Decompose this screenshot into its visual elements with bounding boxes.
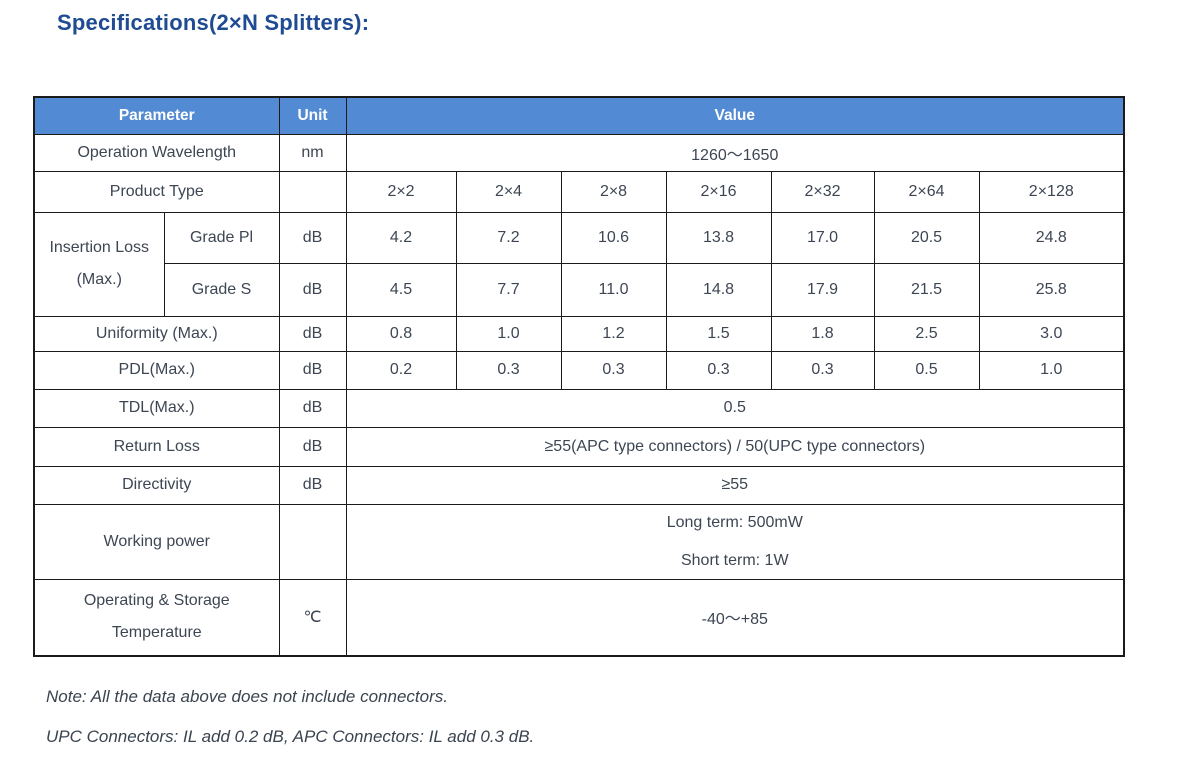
label-insertion-loss-line2: (Max.) bbox=[76, 271, 122, 288]
pdl-cell: 1.0 bbox=[978, 350, 1125, 390]
value-tdl: 0.5 bbox=[345, 388, 1125, 428]
pdl-cell: 0.3 bbox=[455, 350, 562, 390]
product-type-cell: 2×16 bbox=[665, 170, 772, 213]
row-product-type: Product Type 2×2 2×4 2×8 2×16 2×32 2×64 … bbox=[33, 170, 1125, 213]
unit-grade-pl: dB bbox=[278, 211, 347, 264]
grade-pl-cell: 4.2 bbox=[345, 211, 457, 264]
uniformity-cell: 1.8 bbox=[770, 315, 875, 352]
row-operation-wavelength: Operation Wavelength nm 1260～1650 bbox=[33, 133, 1125, 172]
unit-working-power bbox=[278, 503, 347, 580]
pdl-cell: 0.5 bbox=[873, 350, 980, 390]
grade-pl-cell: 10.6 bbox=[560, 211, 667, 264]
value-return-loss: ≥55(APC type connectors) / 50(UPC type c… bbox=[345, 426, 1125, 467]
label-return-loss: Return Loss bbox=[33, 426, 280, 467]
page-title: Specifications(2×N Splitters): bbox=[57, 10, 370, 35]
unit-product-type bbox=[278, 170, 347, 213]
unit-tdl: dB bbox=[278, 388, 347, 428]
row-uniformity: Uniformity (Max.) dB 0.8 1.0 1.2 1.5 1.8… bbox=[33, 315, 1125, 352]
grade-pl-cell: 20.5 bbox=[873, 211, 980, 264]
working-power-short-term: Short term: 1W bbox=[680, 551, 789, 569]
label-product-type: Product Type bbox=[33, 170, 280, 213]
grade-s-cell: 21.5 bbox=[873, 262, 980, 317]
label-uniformity: Uniformity (Max.) bbox=[33, 315, 280, 352]
label-temperature-line1: Operating & Storage bbox=[83, 592, 230, 610]
row-insertion-loss-grade-pl: Insertion Loss (Max.) Grade Pl dB 4.2 7.… bbox=[33, 211, 1125, 317]
label-pdl: PDL(Max.) bbox=[33, 350, 280, 390]
header-value: Value bbox=[345, 96, 1125, 135]
grade-s-cell: 17.9 bbox=[770, 262, 875, 317]
unit-return-loss: dB bbox=[278, 426, 347, 467]
label-grade-s: Grade S bbox=[163, 262, 280, 317]
grade-s-cell: 11.0 bbox=[560, 262, 667, 317]
label-insertion-loss: Insertion Loss (Max.) bbox=[33, 211, 165, 317]
value-temperature: -40～+85 bbox=[345, 578, 1125, 657]
uniformity-cell: 1.2 bbox=[560, 315, 667, 352]
label-directivity: Directivity bbox=[33, 465, 280, 505]
product-type-cell: 2×32 bbox=[770, 170, 875, 213]
uniformity-cell: 1.5 bbox=[665, 315, 772, 352]
grade-pl-cell: 13.8 bbox=[665, 211, 772, 264]
product-type-cell: 2×64 bbox=[873, 170, 980, 213]
spec-table: Parameter Unit Value Operation Wavelengt… bbox=[33, 96, 1126, 657]
row-directivity: Directivity dB ≥55 bbox=[33, 465, 1125, 505]
value-working-power: Long term: 500mW Short term: 1W bbox=[345, 503, 1125, 580]
working-power-long-term: Long term: 500mW bbox=[666, 513, 803, 531]
grade-pl-cell: 7.2 bbox=[455, 211, 562, 264]
pdl-cell: 0.2 bbox=[345, 350, 457, 390]
product-type-cell: 2×128 bbox=[978, 170, 1125, 213]
row-insertion-loss-grade-s: Grade S dB 4.5 7.7 11.0 14.8 17.9 21.5 2… bbox=[34, 262, 1125, 317]
label-working-power: Working power bbox=[33, 503, 280, 580]
row-tdl: TDL(Max.) dB 0.5 bbox=[33, 388, 1125, 428]
unit-pdl: dB bbox=[278, 350, 347, 390]
header-unit: Unit bbox=[278, 96, 347, 135]
note-il-add: UPC Connectors: IL add 0.2 dB, APC Conne… bbox=[46, 727, 535, 746]
row-pdl: PDL(Max.) dB 0.2 0.3 0.3 0.3 0.3 0.5 1.0 bbox=[33, 350, 1125, 390]
uniformity-cell: 0.8 bbox=[345, 315, 457, 352]
product-type-cell: 2×2 bbox=[345, 170, 457, 213]
label-temperature-line2: Temperature bbox=[111, 624, 202, 642]
header-parameter: Parameter bbox=[33, 96, 280, 135]
note-connectors: Note: All the data above does not includ… bbox=[46, 687, 448, 706]
uniformity-cell: 3.0 bbox=[978, 315, 1125, 352]
pdl-cell: 0.3 bbox=[665, 350, 772, 390]
unit-temperature: ℃ bbox=[278, 578, 347, 657]
grade-pl-cell: 17.0 bbox=[770, 211, 875, 264]
label-operation-wavelength: Operation Wavelength bbox=[33, 133, 280, 172]
grade-s-cell: 14.8 bbox=[665, 262, 772, 317]
table-header-row: Parameter Unit Value bbox=[33, 96, 1125, 135]
unit-grade-s: dB bbox=[278, 262, 347, 317]
unit-uniformity: dB bbox=[278, 315, 347, 352]
row-working-power: Working power Long term: 500mW Short ter… bbox=[33, 503, 1125, 580]
unit-operation-wavelength: nm bbox=[278, 133, 347, 172]
label-temperature: Operating & Storage Temperature bbox=[33, 578, 280, 657]
pdl-cell: 0.3 bbox=[770, 350, 875, 390]
label-grade-pl: Grade Pl bbox=[163, 211, 280, 264]
row-return-loss: Return Loss dB ≥55(APC type connectors) … bbox=[33, 426, 1125, 467]
grade-s-cell: 25.8 bbox=[978, 262, 1125, 317]
product-type-cell: 2×4 bbox=[455, 170, 562, 213]
uniformity-cell: 2.5 bbox=[873, 315, 980, 352]
value-directivity: ≥55 bbox=[345, 465, 1125, 505]
label-tdl: TDL(Max.) bbox=[33, 388, 280, 428]
label-insertion-loss-line1: Insertion Loss bbox=[49, 239, 150, 256]
pdl-cell: 0.3 bbox=[560, 350, 667, 390]
grade-s-cell: 7.7 bbox=[455, 262, 562, 317]
grade-pl-cell: 24.8 bbox=[978, 211, 1125, 264]
value-operation-wavelength: 1260～1650 bbox=[345, 133, 1125, 172]
product-type-cell: 2×8 bbox=[560, 170, 667, 213]
uniformity-cell: 1.0 bbox=[455, 315, 562, 352]
grade-s-cell: 4.5 bbox=[345, 262, 457, 317]
unit-directivity: dB bbox=[278, 465, 347, 505]
row-temperature: Operating & Storage Temperature ℃ -40～+8… bbox=[33, 578, 1125, 657]
